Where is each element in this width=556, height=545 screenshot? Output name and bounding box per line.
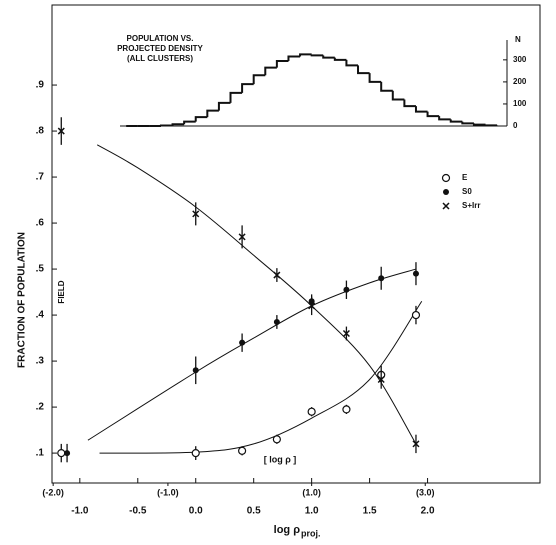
y-tick-label: .4: [36, 310, 45, 321]
legend: [436, 168, 532, 218]
fit-curve: [99, 300, 423, 454]
inset-y-tick-label: 100: [513, 99, 527, 108]
point: [191, 448, 200, 458]
histogram-bin: [183, 120, 196, 125]
histogram-bin: [357, 65, 370, 75]
x-tick-label: 0.5: [247, 506, 261, 517]
x-axis-label: log ρ: [274, 524, 301, 536]
histogram-bin: [322, 55, 335, 59]
x2-tick-label: (-1.0): [157, 487, 179, 497]
inset-y-tick-label: 200: [513, 77, 527, 86]
histogram-bin: [275, 59, 289, 68]
point: [342, 329, 350, 338]
y-axis-label: FRACTION OF POPULATION: [17, 232, 28, 368]
y-tick-label: .9: [36, 80, 45, 91]
histogram-bin: [264, 66, 277, 76]
point: [238, 233, 246, 241]
y-tick-label: .8: [36, 126, 45, 137]
histogram-bin: [229, 91, 243, 103]
histogram-bin: [380, 81, 393, 92]
point: [342, 405, 351, 414]
point: [237, 446, 247, 455]
y-tick-label: .5: [36, 264, 45, 275]
x2-tick-label: (3.0): [416, 487, 435, 497]
legend-label: S0: [462, 187, 472, 196]
point: [192, 210, 200, 218]
point: [412, 270, 419, 277]
histogram-bin: [310, 54, 324, 57]
x-tick-label: -0.5: [129, 506, 147, 517]
field-point: [57, 127, 65, 135]
point: [412, 440, 420, 448]
legend-marker: [442, 202, 450, 210]
y-tick-label: .2: [36, 402, 45, 413]
x-tick-label: -1.0: [71, 506, 89, 517]
inset-title: PROJECTED DENSITY: [117, 44, 203, 53]
point: [377, 375, 385, 384]
point: [192, 367, 199, 374]
x-tick-label: 1.0: [305, 506, 319, 517]
x-tick-label: 2.0: [421, 506, 435, 517]
fit-curve: [96, 144, 417, 445]
point: [273, 271, 281, 279]
y-tick-label: .3: [36, 356, 45, 367]
histogram-bin: [287, 55, 301, 61]
histogram-bin: [403, 99, 416, 108]
histogram-bin: [252, 74, 266, 85]
y-tick-label: .7: [36, 172, 45, 183]
point: [239, 339, 246, 346]
histogram-bin: [345, 59, 359, 67]
point: [308, 302, 316, 310]
point: [272, 435, 281, 444]
y-tick-label: .6: [36, 218, 45, 229]
inset-title: POPULATION VS.: [127, 34, 194, 43]
x-axis-label-sub: proj.: [301, 528, 321, 538]
histogram-bin: [333, 57, 347, 61]
histogram-bin: [171, 123, 185, 126]
field-label: FIELD: [57, 280, 66, 303]
x2-tick-label: (-2.0): [42, 487, 64, 497]
point: [411, 310, 421, 320]
legend-label: E: [462, 173, 468, 182]
point: [378, 275, 385, 282]
histogram-bin: [194, 116, 208, 122]
inset-y-label: N: [515, 35, 521, 44]
legend-marker: [441, 173, 451, 183]
point: [273, 318, 280, 325]
histogram-bin: [206, 109, 219, 118]
histogram-bin: [299, 53, 312, 57]
fit-curve: [87, 268, 417, 441]
plot-frame: [51, 4, 541, 484]
histogram-bin: [241, 83, 254, 93]
y-tick-label: .1: [36, 448, 45, 459]
histogram-bin: [391, 90, 405, 101]
x-tick-label: 0.0: [189, 506, 203, 517]
point: [307, 407, 316, 416]
legend-marker: [443, 189, 449, 195]
histogram-bin: [449, 119, 463, 123]
histogram-bin: [472, 123, 486, 126]
histogram-bin: [368, 73, 382, 83]
histogram-bin: [461, 121, 474, 125]
field-point: [57, 448, 66, 458]
x2-axis-label: [ log ρ ]: [264, 454, 297, 464]
histogram-bin: [438, 116, 451, 121]
legend-label: S+Irr: [462, 201, 480, 210]
inset-y-tick-label: 0: [513, 121, 518, 130]
field-point: [64, 450, 71, 457]
inset-title: (ALL CLUSTERS): [127, 54, 193, 63]
x2-tick-label: (1.0): [302, 487, 321, 497]
histogram-bin: [426, 111, 440, 118]
histogram-bin: [484, 124, 498, 127]
x-tick-label: 1.5: [363, 506, 377, 517]
histogram-bin: [414, 106, 428, 113]
histogram-bin: [217, 101, 231, 111]
point: [343, 286, 350, 293]
inset-y-tick-label: 300: [513, 55, 527, 64]
